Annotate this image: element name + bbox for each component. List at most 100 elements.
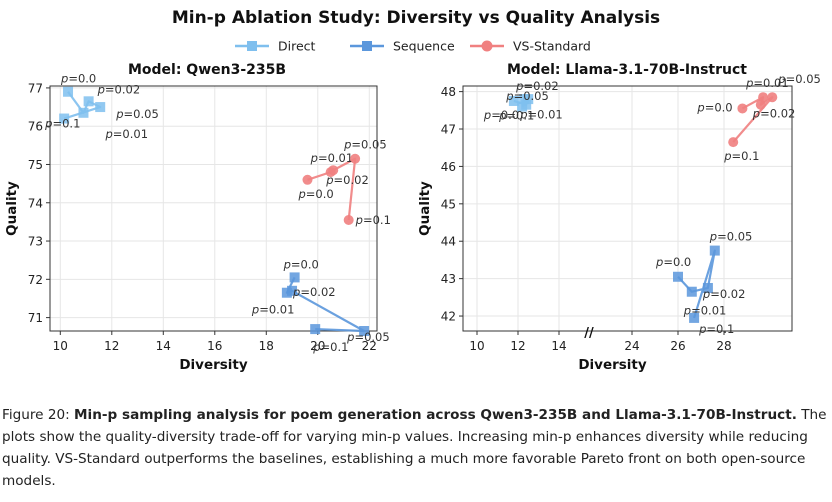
x-tick-label: 10	[469, 339, 484, 353]
data-label-direct: p=0.01	[519, 108, 563, 122]
data-label-vs-standard: p=0.01	[310, 151, 354, 165]
vs-standard-point-p0.1	[343, 214, 354, 225]
data-label-direct: p=0.1	[44, 117, 80, 131]
sequence-point-p0.1	[310, 324, 321, 335]
y-tick-label: 75	[28, 158, 43, 172]
data-label-sequence: p=0.1	[698, 322, 734, 336]
y-tick-label: 46	[441, 160, 456, 174]
y-tick-label: 42	[441, 310, 456, 324]
x-tick-label: 12	[510, 339, 525, 353]
data-label-vs-standard: p=0.0	[297, 187, 333, 201]
axis-break-marker: //	[584, 326, 594, 341]
sequence-point-p0.02	[287, 285, 298, 296]
data-label-direct: p=0.02	[97, 82, 141, 96]
caption-bold: Min-p sampling analysis for poem generat…	[74, 407, 797, 423]
sequence-point-p0.01	[686, 286, 697, 297]
direct-point-p0.05	[95, 102, 106, 113]
data-label-sequence: p=0.02	[292, 285, 336, 299]
x-axis-label: Diversity	[179, 357, 248, 373]
x-tick-label: 12	[104, 339, 119, 353]
x-tick-label: 22	[362, 339, 377, 353]
data-label-sequence: p=0.05	[709, 230, 753, 244]
vs-standard-point-p0.02	[755, 99, 766, 110]
sequence-point-p0.05	[709, 245, 720, 256]
plot-title: Model: Qwen3-235B	[128, 62, 286, 78]
direct-point-p0.1	[517, 101, 528, 112]
data-label-direct: p=0.05	[505, 89, 549, 103]
data-label-sequence: p=0.02	[702, 287, 746, 301]
direct-point-p0.05	[523, 94, 534, 105]
data-label-sequence: p=0.1	[312, 340, 348, 354]
direct-point-p0.0	[508, 95, 519, 106]
data-label-sequence: p=0.01	[251, 303, 295, 317]
data-label-direct: p=0.02	[515, 79, 559, 93]
legend-marker-direct	[247, 41, 257, 51]
y-tick-label: 43	[441, 272, 456, 286]
data-label-vs-standard: p=0.02	[752, 107, 796, 121]
y-tick-label: 44	[441, 235, 456, 249]
vs-standard-point-p0.0	[737, 103, 748, 114]
vs-standard-point-p0.05	[350, 153, 361, 164]
y-tick-label: 45	[441, 197, 456, 211]
data-label-vs-standard: p=0.0	[696, 100, 732, 114]
direct-point-p0.1	[59, 113, 70, 124]
direct-point-p0.01	[78, 107, 89, 118]
qwen-plot: Model: Qwen3-235B 10 12 14 16 18 20 22 71 72 73 74 7…	[4, 62, 391, 373]
data-label-sequence: p=0.01	[683, 304, 727, 318]
sequence-point-p0.05	[359, 326, 370, 336]
y-tick-label: 74	[28, 196, 43, 210]
data-label-direct: p=0.0	[483, 108, 519, 122]
plot-title: Model: Llama-3.1-70B-Instruct	[507, 62, 747, 78]
sequence-point-p0.1	[689, 312, 700, 323]
caption-body: The plots show the quality-diversity tra…	[2, 407, 827, 489]
legend-marker-sequence	[362, 41, 372, 51]
y-tick-label: 76	[28, 120, 43, 134]
data-label-direct: p=0.0	[60, 72, 96, 86]
legend: Direct Sequence VS-Standard	[235, 39, 591, 54]
plot-frame	[49, 85, 378, 332]
direct-point-p0.02	[83, 96, 94, 107]
data-label-vs-standard: p=0.05	[343, 138, 387, 152]
sequence-point-p0.02	[702, 282, 713, 293]
suptitle: Min-p Ablation Study: Diversity vs Quali…	[172, 8, 660, 28]
caption-prefix: Figure 20:	[2, 407, 75, 423]
y-tick-label: 71	[28, 311, 43, 325]
x-tick-label: 20	[310, 339, 325, 353]
y-axis-label: Quality	[417, 181, 433, 236]
vs-standard-point-p0.05	[767, 92, 778, 103]
x-tick-label: 26	[670, 339, 685, 353]
x-tick-label: 14	[156, 339, 171, 353]
y-tick-label: 72	[28, 273, 43, 287]
vs-standard-point-p0.1	[728, 137, 739, 148]
x-tick-label: 28	[716, 339, 731, 353]
sequence-point-p0.0	[289, 272, 300, 283]
data-label-sequence: p=0.0	[283, 257, 319, 271]
sequence-point-p0.01	[281, 287, 292, 298]
figure: Min-p Ablation Study: Diversity vs Quali…	[4, 8, 821, 373]
x-tick-label: 14	[551, 339, 566, 353]
legend-marker-vs-standard	[481, 40, 493, 52]
x-axis-label: Diversity	[578, 357, 647, 373]
data-label-vs-standard: p=0.01	[745, 76, 789, 90]
y-axis-label: Quality	[4, 181, 20, 236]
y-tick-label: 73	[28, 235, 43, 249]
legend-label-vs-standard: VS-Standard	[513, 39, 591, 54]
data-label-vs-standard: p=0.1	[723, 149, 759, 163]
data-label-direct: p=0.01	[104, 127, 148, 141]
llama-plot: Model: Llama-3.1-70B-Instruct 10 12 14 24 26 2…	[417, 62, 821, 373]
plot-frame	[462, 85, 793, 332]
data-label-sequence: p=0.05	[346, 330, 390, 344]
data-label-direct: p=0.1	[498, 109, 534, 123]
y-tick-label: 47	[441, 123, 456, 137]
figure-caption: Figure 20: Min-p sampling analysis for p…	[2, 404, 830, 492]
vs-standard-point-p0.02	[328, 165, 339, 176]
data-label-vs-standard: p=0.02	[325, 173, 369, 187]
x-tick-label: 24	[624, 339, 639, 353]
direct-point-p0.0	[63, 86, 74, 97]
legend-label-sequence: Sequence	[393, 39, 455, 54]
vs-standard-point-p0.0	[302, 174, 313, 185]
data-label-direct: p=0.05	[115, 107, 159, 121]
sequence-point-p0.0	[673, 271, 683, 282]
data-label-vs-standard: p=0.1	[355, 213, 391, 227]
x-tick-label: 18	[259, 339, 274, 353]
